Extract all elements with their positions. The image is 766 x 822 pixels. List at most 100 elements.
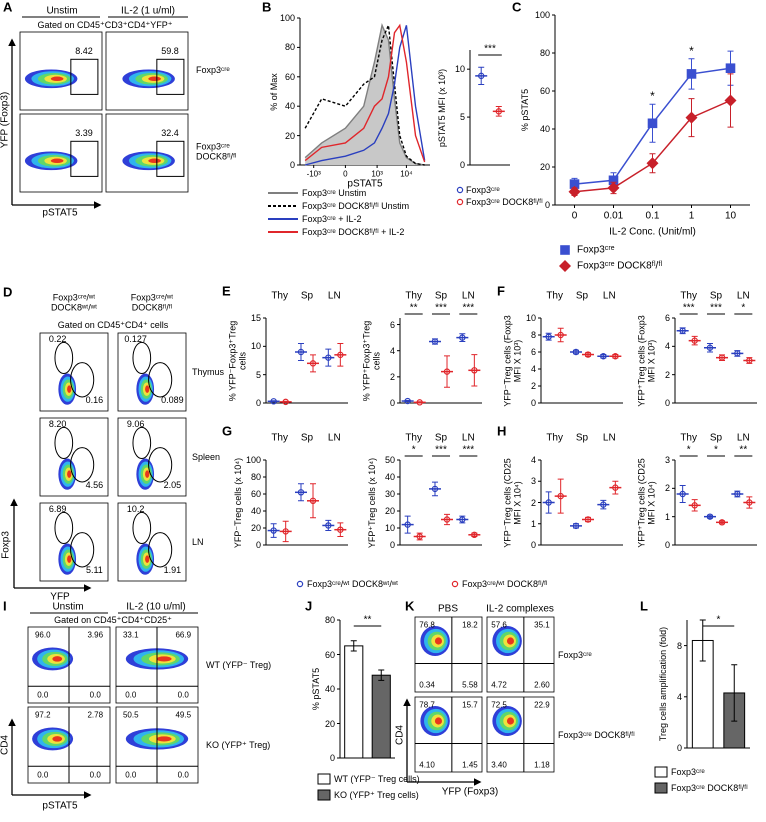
dot	[734, 490, 741, 498]
density-blob	[148, 158, 161, 164]
legend-label: Foxp3ᶜʳᵉ/ʷᵗ DOCK8ᶠˡ/ᶠˡ	[462, 578, 548, 589]
y-tick-label: 60	[539, 85, 550, 96]
y-tick-label: 0	[329, 752, 335, 763]
category-label: LN	[461, 432, 475, 444]
dot	[416, 533, 423, 540]
axis-label: pSTAT5 MFI (x 10³)	[436, 68, 447, 147]
marker	[569, 179, 580, 189]
axis-label: YFP⁺Treg cells (Foxp3 MFI X 10³)	[636, 314, 657, 407]
dot	[612, 484, 619, 491]
y-tick-label: 0	[676, 742, 682, 753]
significance: ***	[484, 43, 496, 55]
significance: *	[689, 43, 694, 58]
significance: ***	[435, 302, 447, 314]
dot	[297, 348, 305, 356]
row-label: Thymus	[192, 366, 225, 377]
column-header: IL-2 complexes	[486, 603, 554, 615]
dot	[691, 337, 698, 344]
significance: **	[363, 614, 372, 626]
category-label: Thy	[405, 290, 422, 302]
y-tick-label: 0	[664, 397, 670, 408]
axis-label: YFP (Foxp3)	[441, 786, 499, 798]
legend-label: Foxp3ᶜʳᵉ DOCK8ᶠˡ/ᶠˡ	[671, 782, 748, 793]
axis-label: YFP⁺Treg cells (CD25 MFI X 10⁴)	[636, 457, 657, 548]
legend-marker	[456, 198, 464, 206]
row-label: LN	[192, 536, 204, 547]
marker	[646, 157, 659, 170]
legend-swatch	[317, 773, 331, 785]
y-tick-label: 4	[389, 345, 395, 356]
legend-label: Foxp3ᶜʳᵉ DOCK8ᶠˡ/ᶠˡ	[577, 260, 663, 272]
category-label: Thy	[680, 290, 697, 302]
y-tick-label: 50	[384, 454, 395, 465]
y-tick-label: 2	[389, 371, 395, 382]
y-tick-label: 2	[664, 483, 670, 494]
marker	[568, 185, 581, 198]
category-label: Sp	[709, 290, 723, 302]
column-header: PBS	[437, 603, 459, 615]
y-tick-label: 8	[530, 329, 536, 340]
quadrant-percent: 0.0	[89, 690, 101, 700]
category-label: LN	[736, 290, 750, 302]
panel-letter: C	[512, 0, 522, 15]
dot	[706, 513, 714, 520]
y-tick-label: 40	[284, 101, 295, 112]
panel-letter: J	[305, 598, 313, 614]
x-tick-label: 10⁴	[400, 169, 413, 179]
dot	[718, 519, 726, 526]
y-tick-label: 4	[530, 454, 536, 465]
gate-percent: 32.4	[161, 127, 179, 138]
y-tick-label: 0	[530, 539, 536, 550]
significance: *	[714, 444, 718, 456]
gate	[148, 532, 173, 568]
axis-label: pSTAT5	[42, 207, 78, 219]
significance: *	[411, 444, 416, 456]
column-header: Unstim	[46, 5, 78, 17]
y-tick-label: 6	[530, 346, 536, 357]
dot	[297, 489, 305, 496]
density-line	[304, 22, 425, 166]
marker	[560, 245, 570, 255]
y-tick-label: 40	[250, 505, 261, 516]
quadrant-percent: 2.60	[534, 679, 550, 689]
quadrant-percent: 1.45	[462, 759, 478, 769]
significance: ***	[710, 302, 722, 314]
legend-label: Foxp3ᶜʳᵉ DOCK8ᶠˡ/ᶠˡ + IL-2	[302, 226, 405, 237]
y-tick-label: 3	[530, 476, 536, 487]
panel-letter: K	[405, 598, 415, 614]
quadrant-percent: 0.0	[125, 770, 137, 780]
quadrant-percent: 18.2	[462, 619, 478, 629]
error-bar	[350, 640, 357, 652]
axis-label: Treg cells amplification (fold)	[657, 626, 668, 742]
y-tick-label: 40	[324, 683, 335, 694]
quadrant-percent: 0.34	[419, 679, 435, 689]
category-label: LN	[602, 432, 616, 444]
legend-label: Foxp3ᶜʳᵉ DOCK8ᶠˡ/ᶠˡ	[466, 196, 543, 207]
density-blob	[145, 385, 150, 393]
legend-label: Foxp3ᶜʳᵉ DOCK8ᶠˡ/ᶠˡ Unstim	[302, 200, 410, 211]
quadrant-percent: 97.2	[34, 710, 51, 719]
category-label: Thy	[271, 432, 288, 444]
dot	[270, 527, 277, 534]
significance: ***	[462, 444, 475, 456]
category-label: Sp	[434, 290, 448, 302]
gate	[70, 447, 95, 483]
column-header: Foxp3ᶜʳᵉ/ʷᵗ DOCK8ᶠˡ/ᶠˡ	[130, 292, 174, 313]
y-tick-label: 5	[255, 369, 261, 380]
quadrant-percent: 1.18	[534, 759, 550, 769]
x-tick-label: 1	[688, 210, 695, 222]
dot	[431, 338, 439, 345]
dot	[337, 351, 344, 359]
y-tick-label: 2	[530, 497, 536, 508]
dot	[431, 485, 439, 493]
gate-percent: 0.127	[124, 334, 147, 345]
dot	[734, 350, 741, 357]
category-label: Sp	[575, 290, 589, 302]
row-label: Foxp3ᶜʳᵉ DOCK8ᶠˡ/ᶠˡ	[196, 141, 237, 162]
significance: ***	[462, 302, 475, 314]
category-label: LN	[461, 290, 475, 302]
quadrant-percent: 15.7	[462, 699, 478, 709]
axis-label: pSTAT5	[347, 178, 383, 190]
gate	[54, 341, 74, 375]
error-bar	[699, 619, 706, 662]
